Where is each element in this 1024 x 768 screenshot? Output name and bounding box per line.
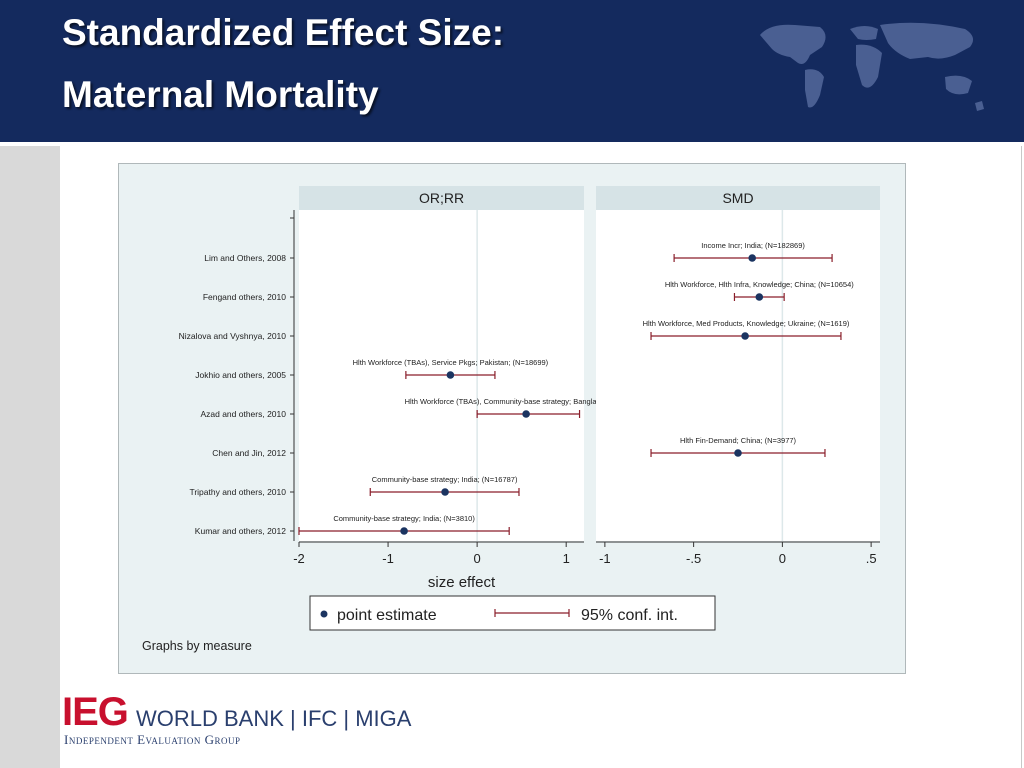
left-sidebar-band	[0, 146, 60, 768]
point-estimate-marker	[755, 293, 764, 301]
study-label: Azad and others, 2010	[200, 409, 286, 419]
slide-header: Standardized Effect Size: Maternal Morta…	[0, 0, 1024, 142]
point-estimate-marker	[400, 527, 408, 535]
x-tick-label: 0	[779, 551, 786, 566]
study-label: Lim and Others, 2008	[204, 253, 286, 263]
graph-note: Graphs by measure	[142, 639, 252, 653]
legend-marker-swatch	[320, 610, 328, 618]
x-tick-label: 0	[474, 551, 481, 566]
panel-header-label: OR;RR	[419, 190, 464, 206]
study-annotation: Hlth Fin-Demand; China; (N=3977)	[680, 436, 797, 445]
study-label: Jokhio and others, 2005	[195, 370, 286, 380]
study-annotation: Hlth Workforce (TBAs), Community-base st…	[405, 397, 653, 406]
right-border-line	[1021, 146, 1022, 768]
point-estimate-marker	[522, 410, 530, 418]
x-tick-label: -2	[293, 551, 305, 566]
panel-header-bg	[596, 186, 880, 210]
point-estimate-marker	[748, 254, 756, 262]
forest-plot-figure: Lim and Others, 2008 Fengand others, 2010…	[118, 163, 906, 674]
point-estimate-marker	[446, 371, 455, 379]
study-label: Fengand others, 2010	[203, 292, 286, 302]
study-label: Tripathy and others, 2010	[189, 487, 286, 497]
study-annotation: Hlth Workforce, Hlth Infra, Knowledge; C…	[665, 280, 854, 289]
panel-header-bg	[299, 186, 584, 210]
panel-header-label: SMD	[722, 190, 753, 206]
world-map-icon	[760, 22, 984, 111]
x-axis-title: size effect	[428, 574, 496, 591]
point-estimate-marker	[741, 332, 749, 340]
study-annotation: Hlth Workforce (TBAs), Service Pkgs; Pak…	[353, 358, 549, 367]
study-annotation: Community-base strategy; India; (N=3810)	[333, 514, 475, 523]
point-estimate-marker	[441, 488, 449, 496]
footer-logo: IEG WORLD BANK | IFC | MIGA Independent …	[62, 690, 482, 754]
header-separator	[0, 142, 1024, 146]
study-annotation: Hlth Workforce, Med Products, Knowledge;…	[643, 319, 850, 328]
legend-item-point-estimate: point estimate	[337, 607, 437, 624]
footer-orgs: WORLD BANK | IFC | MIGA	[136, 706, 412, 731]
footer-group-name: Independent Evaluation Group	[64, 732, 241, 747]
x-tick-label: -1	[599, 551, 611, 566]
study-annotation: Income Incr; India; (N=182869)	[701, 241, 805, 250]
slide-title-line-2: Maternal Mortality	[62, 74, 379, 115]
legend-item-ci: 95% conf. int.	[581, 607, 678, 624]
study-label: Nizalova and Vyshnya, 2010	[179, 331, 287, 341]
x-tick-label: 1	[563, 551, 570, 566]
x-tick-label: -1	[382, 551, 394, 566]
x-tick-label: .5	[866, 551, 877, 566]
study-label: Kumar and others, 2012	[195, 526, 286, 536]
panel-plot-area	[596, 210, 880, 541]
x-tick-label: -.5	[686, 551, 701, 566]
forest-plot-svg: Lim and Others, 2008 Fengand others, 2010…	[142, 186, 880, 653]
study-annotation: Community-base strategy; India; (N=16787…	[372, 475, 518, 484]
ieg-logo-text: IEG	[62, 690, 129, 734]
study-label: Chen and Jin, 2012	[212, 448, 286, 458]
point-estimate-marker	[734, 449, 742, 457]
slide-title-line-1: Standardized Effect Size:	[62, 12, 505, 53]
